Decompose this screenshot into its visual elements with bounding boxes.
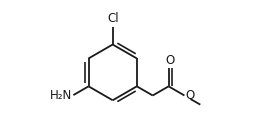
Text: H₂N: H₂N [49, 89, 72, 102]
Text: O: O [185, 89, 194, 102]
Text: Cl: Cl [107, 12, 119, 25]
Text: O: O [166, 54, 175, 67]
